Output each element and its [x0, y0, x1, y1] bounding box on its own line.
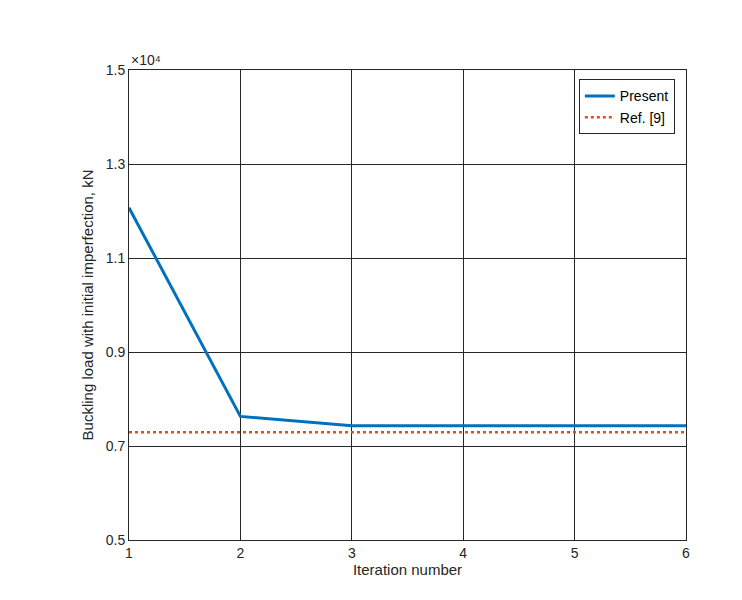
- svg-text:1.1: 1.1: [106, 250, 126, 266]
- svg-text:1.3: 1.3: [106, 156, 126, 172]
- svg-text:1: 1: [125, 545, 133, 561]
- svg-text:0.5: 0.5: [106, 532, 126, 548]
- svg-text:1.5: 1.5: [106, 62, 126, 78]
- svg-text:5: 5: [571, 545, 579, 561]
- svg-text:6: 6: [682, 545, 690, 561]
- svg-text:0.9: 0.9: [106, 344, 126, 360]
- svg-text:Buckling load with initial imp: Buckling load with initial imperfection,…: [79, 170, 96, 441]
- svg-text:0.7: 0.7: [106, 438, 126, 454]
- svg-text:Present: Present: [620, 88, 668, 104]
- svg-text:4: 4: [459, 545, 467, 561]
- svg-text:×10⁴: ×10⁴: [131, 52, 161, 68]
- svg-text:3: 3: [348, 545, 356, 561]
- svg-text:Iteration number: Iteration number: [353, 561, 462, 578]
- svg-text:2: 2: [237, 545, 245, 561]
- svg-text:Ref. [9]: Ref. [9]: [620, 110, 665, 126]
